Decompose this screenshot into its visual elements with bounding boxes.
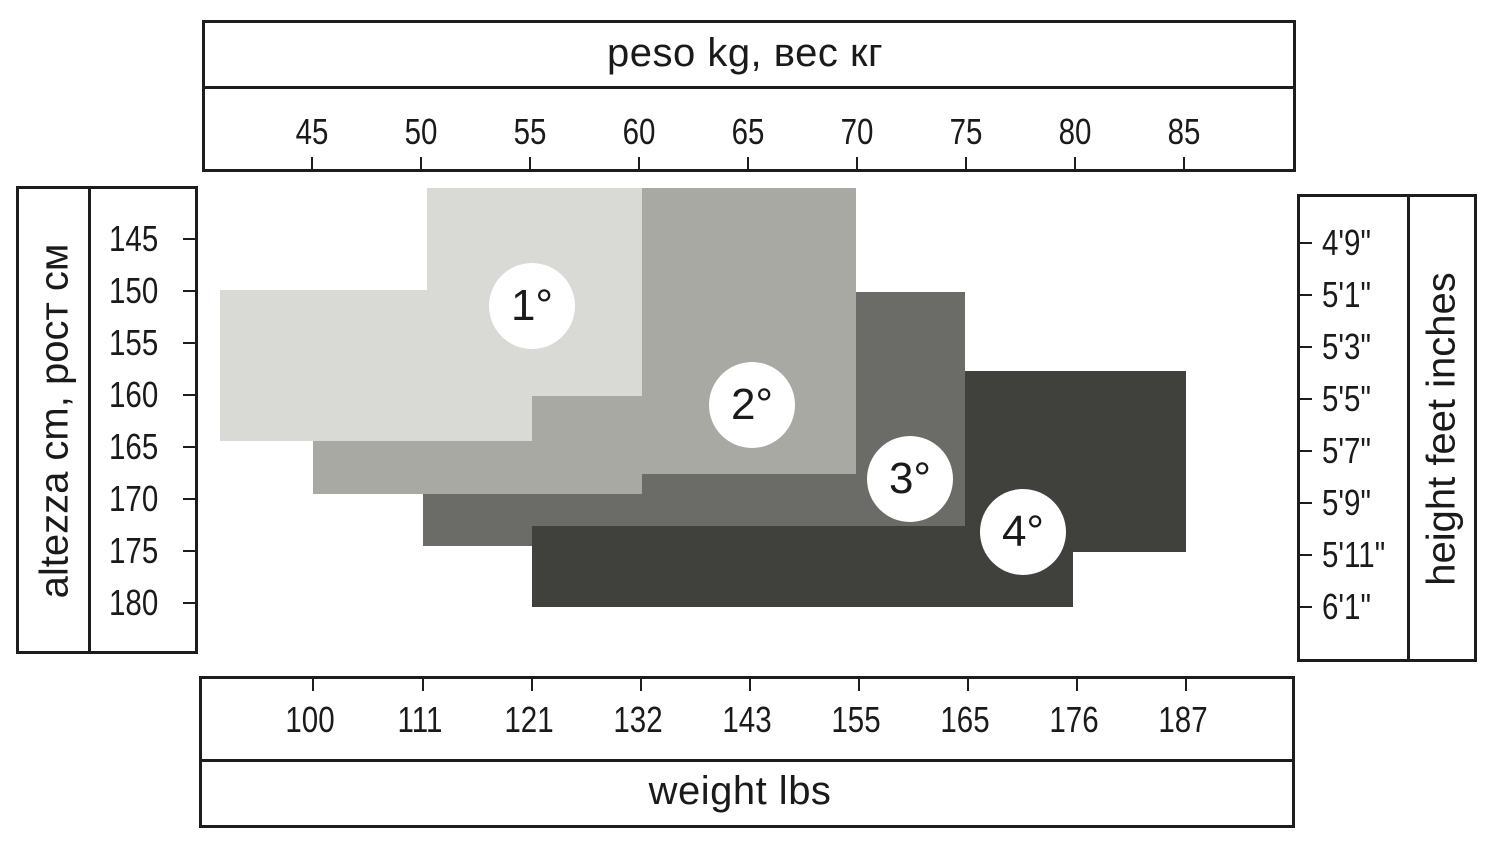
kg-tick bbox=[1074, 157, 1076, 169]
lbs-tick bbox=[1076, 679, 1078, 691]
ftin-tick-label: 6'1" bbox=[1322, 586, 1371, 627]
cm-tick-label: 150 bbox=[109, 270, 159, 311]
kg-tick bbox=[965, 157, 967, 169]
cm-tick-label: 180 bbox=[109, 582, 159, 623]
lbs-tick-label: 111 bbox=[397, 699, 443, 740]
lbs-tick-label: 155 bbox=[831, 699, 881, 740]
lbs-tick bbox=[858, 679, 860, 691]
ftin-tick bbox=[1300, 502, 1312, 504]
lbs-tick-label: 143 bbox=[722, 699, 772, 740]
bottom-axis-divider bbox=[202, 759, 1292, 762]
cm-tick-label: 155 bbox=[109, 322, 159, 363]
ftin-tick-label: 5'7" bbox=[1322, 430, 1371, 471]
kg-tick bbox=[856, 157, 858, 169]
left-axis-box: altezza cm, рост см 145 150 155 160 165 … bbox=[16, 186, 198, 654]
lbs-tick bbox=[312, 679, 314, 691]
kg-tick-label: 55 bbox=[513, 111, 547, 152]
kg-tick-label: 80 bbox=[1058, 111, 1092, 152]
ftin-tick bbox=[1300, 398, 1312, 400]
lbs-tick-label: 187 bbox=[1158, 699, 1208, 740]
ftin-tick-label: 5'1" bbox=[1322, 274, 1371, 315]
cm-tick bbox=[183, 602, 195, 604]
top-axis-title: peso kg, вес кг bbox=[606, 31, 884, 75]
cm-tick-label: 145 bbox=[109, 218, 159, 259]
zone-size-1 bbox=[220, 396, 532, 441]
lbs-tick-label: 100 bbox=[285, 699, 335, 740]
ftin-tick bbox=[1300, 450, 1312, 452]
kg-tick-label: 85 bbox=[1167, 111, 1201, 152]
ftin-tick-label: 5'5" bbox=[1322, 378, 1371, 419]
cm-tick bbox=[183, 498, 195, 500]
lbs-tick-label: 176 bbox=[1049, 699, 1099, 740]
cm-tick bbox=[183, 290, 195, 292]
kg-tick-label: 45 bbox=[295, 111, 329, 152]
bottom-axis-title: weight lbs bbox=[648, 769, 832, 813]
right-axis-divider bbox=[1407, 197, 1410, 659]
kg-tick-label: 60 bbox=[622, 111, 656, 152]
size-1-badge: 1° bbox=[489, 263, 575, 349]
top-axis-divider bbox=[205, 86, 1293, 89]
zone-size-2 bbox=[313, 441, 642, 494]
ftin-tick-label: 5'3" bbox=[1322, 326, 1371, 367]
kg-tick-label: 70 bbox=[840, 111, 874, 152]
cm-tick bbox=[183, 446, 195, 448]
kg-tick bbox=[420, 157, 422, 169]
lbs-tick bbox=[1185, 679, 1187, 691]
size-3-badge: 3° bbox=[867, 436, 953, 522]
size-2-badge: 2° bbox=[709, 362, 795, 448]
ftin-tick bbox=[1300, 606, 1312, 608]
bottom-axis-box: 100 111 121 132 143 155 165 176 187 weig… bbox=[199, 676, 1295, 828]
cm-tick-label: 160 bbox=[109, 374, 159, 415]
lbs-tick-label: 121 bbox=[504, 699, 554, 740]
lbs-tick bbox=[749, 679, 751, 691]
cm-tick-label: 165 bbox=[109, 426, 159, 467]
cm-tick bbox=[183, 342, 195, 344]
lbs-tick bbox=[640, 679, 642, 691]
kg-tick bbox=[1183, 157, 1185, 169]
ftin-tick bbox=[1300, 242, 1312, 244]
zone-size-1 bbox=[220, 290, 642, 398]
lbs-tick bbox=[967, 679, 969, 691]
ftin-tick bbox=[1300, 294, 1312, 296]
cm-tick bbox=[183, 238, 195, 240]
cm-tick bbox=[183, 550, 195, 552]
ftin-tick-label: 5'11" bbox=[1322, 534, 1386, 575]
lbs-tick-label: 165 bbox=[940, 699, 990, 740]
top-axis-box: peso kg, вес кг 45 50 55 60 65 70 75 80 … bbox=[202, 20, 1296, 172]
left-axis-title: altezza cm, рост см bbox=[32, 243, 77, 599]
kg-tick-label: 65 bbox=[731, 111, 765, 152]
size-4-badge: 4° bbox=[980, 489, 1066, 575]
ftin-tick-label: 4'9" bbox=[1322, 222, 1371, 263]
ftin-tick bbox=[1300, 554, 1312, 556]
kg-tick bbox=[638, 157, 640, 169]
cm-tick-label: 170 bbox=[109, 478, 159, 519]
kg-tick bbox=[529, 157, 531, 169]
left-axis-divider bbox=[88, 189, 91, 651]
right-axis-title: height feet inches bbox=[1419, 272, 1464, 586]
kg-tick bbox=[747, 157, 749, 169]
ftin-tick bbox=[1300, 346, 1312, 348]
cm-tick-label: 175 bbox=[109, 530, 159, 571]
ftin-tick-label: 5'9" bbox=[1322, 482, 1371, 523]
kg-tick-label: 75 bbox=[949, 111, 983, 152]
lbs-tick bbox=[531, 679, 533, 691]
cm-tick bbox=[183, 394, 195, 396]
zone-size-4 bbox=[856, 526, 966, 552]
kg-tick-label: 50 bbox=[404, 111, 438, 152]
right-axis-box: height feet inches 4'9" 5'1" 5'3" 5'5" 5… bbox=[1297, 194, 1477, 662]
kg-tick bbox=[311, 157, 313, 169]
lbs-tick bbox=[422, 679, 424, 691]
lbs-tick-label: 132 bbox=[613, 699, 663, 740]
